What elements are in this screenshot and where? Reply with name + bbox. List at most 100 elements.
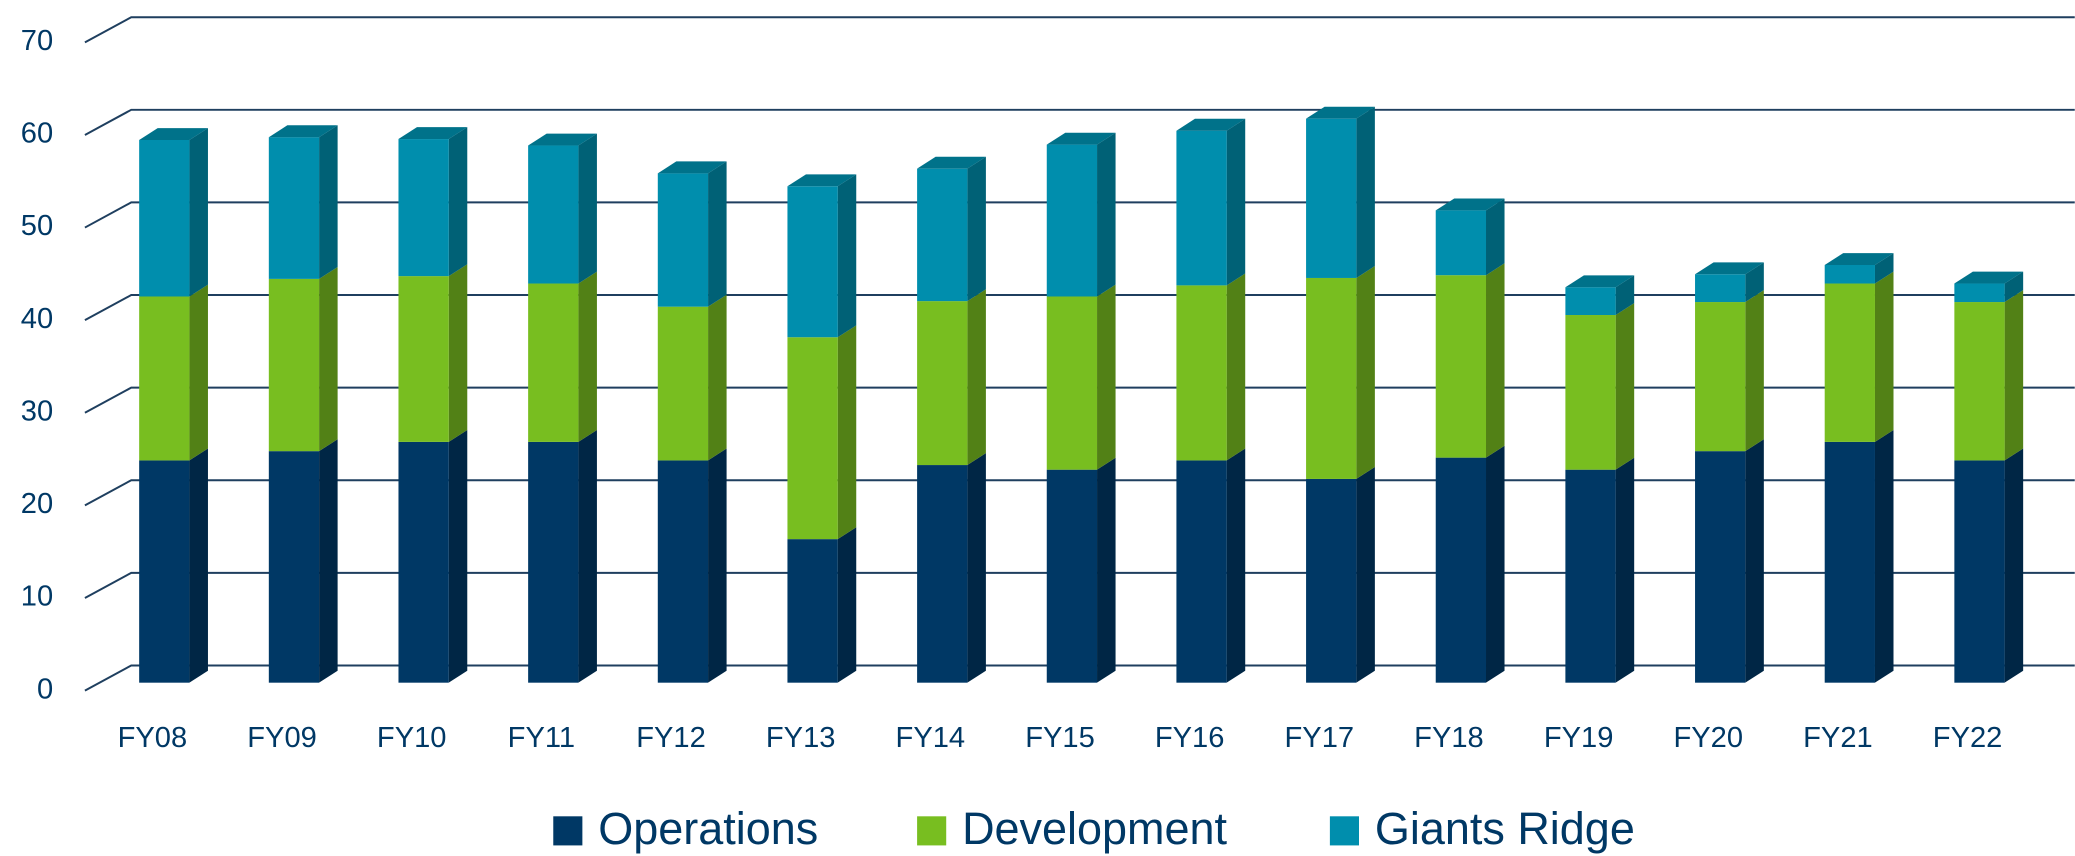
grid-line [84,386,2075,414]
bar-side [189,284,208,461]
x-tick-label: FY17 [1285,722,1355,754]
bar-top [787,174,857,187]
bar-top [139,128,208,140]
bar-side [1097,132,1116,297]
bar [1046,144,1098,297]
grid-line [84,16,2075,44]
y-tick-label: 50 [21,210,53,242]
grid-line [84,664,2075,692]
bar-side [1874,253,1894,284]
bar-side [1097,457,1116,683]
bar-side [2004,448,2024,683]
x-tick-label: FY09 [247,722,317,754]
x-tick-label: FY20 [1674,722,1744,754]
bar-side [708,448,727,683]
y-tick-label: 30 [21,395,53,427]
grid-line [84,201,2075,229]
bar-side [1615,457,1635,683]
bar-side [1226,448,1246,683]
y-tick-label: 0 [37,673,53,705]
bar-top [1306,106,1375,119]
x-tick-label: FY21 [1803,722,1873,754]
bar-side [1615,303,1635,470]
bar-side [448,264,468,442]
bar-side [837,174,857,338]
bar [787,337,838,540]
grid-line [84,294,2075,322]
legend-label: Development [962,803,1227,854]
bar [917,168,968,302]
bar [139,460,190,683]
bar-side [578,133,597,284]
bar [398,441,449,683]
bar-top [1046,132,1116,145]
bar [1046,469,1098,683]
x-tick-label: FY19 [1544,722,1614,754]
bar [528,145,579,284]
bar [1565,315,1616,470]
y-tick-label: 40 [21,303,53,335]
y-tick-label: 20 [21,488,53,520]
bar-top [1954,271,2024,284]
bar-side [1097,284,1116,470]
bar-side [837,527,857,683]
x-tick-label: FY08 [118,722,188,754]
bar [398,276,449,442]
bar [1954,283,2005,303]
bar-side [1874,429,1894,683]
bar-side [448,127,468,277]
bar-side [319,439,338,683]
bar [1824,265,1875,284]
bar-side [448,429,468,683]
grid-line [84,479,2075,507]
bar [657,173,709,307]
y-tick-label: 70 [21,25,53,57]
bar [657,460,709,683]
bar-top [1695,262,1764,275]
bar [1306,478,1357,683]
bar [1954,460,2005,683]
bar-side [1356,467,1375,683]
bar-side [1356,106,1375,278]
bar [1435,275,1487,458]
x-tick-label: FY13 [766,722,836,754]
bar-side [1486,263,1505,458]
bar-side [967,453,986,683]
legend-label: Giants Ridge [1375,803,1635,854]
bar-top [657,161,727,174]
bar [398,139,449,277]
bar-side [189,448,208,683]
bar-side [578,271,597,442]
bar-side [967,289,986,466]
bar-side [1745,262,1764,303]
grid-line [84,108,2075,136]
bar [1565,287,1616,316]
bar-side [189,128,208,297]
bar [1435,457,1487,683]
bar-side [1745,439,1764,683]
bar-side [1356,266,1375,479]
bar [1824,283,1875,442]
x-tick-label: FY11 [508,722,575,754]
bar [1046,296,1098,470]
bar [917,301,968,466]
bar-side [708,161,727,307]
bar-side [319,125,338,279]
bar [268,451,320,683]
bar-side [1745,290,1764,452]
bar-top [1435,198,1505,211]
y-tick-label: 10 [21,581,53,613]
y-tick-label: 60 [21,118,53,150]
bar [1954,302,2005,461]
bar-side [319,266,338,452]
bar-top [268,125,338,138]
bar [1306,277,1357,479]
x-tick-label: FY12 [636,722,706,754]
bar [528,441,579,683]
bar-top [398,127,468,140]
legend-swatch [1329,816,1359,846]
bar-side [2004,290,2024,461]
bar-side [578,429,597,683]
bar [1824,441,1875,683]
